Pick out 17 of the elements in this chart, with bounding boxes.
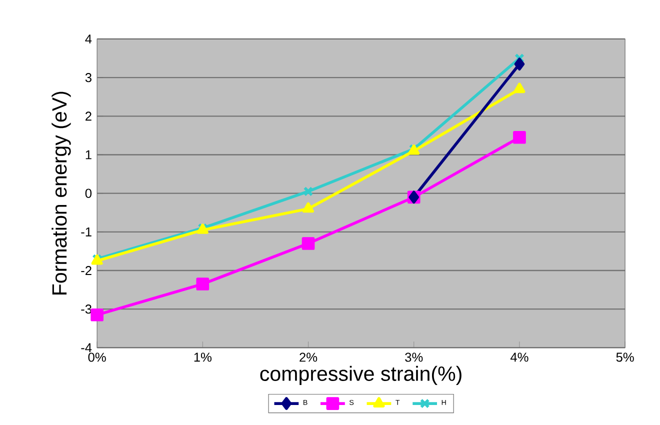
x-tick-label: 4% xyxy=(510,352,528,362)
x-tick-label: 0% xyxy=(88,352,106,362)
x-tick-label: 5% xyxy=(616,352,634,362)
y-tick-label: -1 xyxy=(81,228,92,236)
y-tick-label: -2 xyxy=(81,266,92,276)
x-tick-label: 1% xyxy=(194,352,212,362)
y-tick-label: 2 xyxy=(86,112,92,121)
y-axis-title: Formation energy (eV) xyxy=(52,92,71,295)
y-tick-label: 3 xyxy=(85,73,92,82)
x-tick-label: 2% xyxy=(300,352,318,362)
y-tick-label: 4 xyxy=(85,34,92,44)
x-tick-label: 3% xyxy=(405,352,423,362)
y-tick-label: -4 xyxy=(81,343,92,352)
y-tick-label: 1 xyxy=(86,150,92,160)
x-axis-title: compressive strain(%) xyxy=(260,366,462,386)
y-tick-label: 0 xyxy=(85,188,92,198)
y-tick-label: -3 xyxy=(81,304,92,314)
